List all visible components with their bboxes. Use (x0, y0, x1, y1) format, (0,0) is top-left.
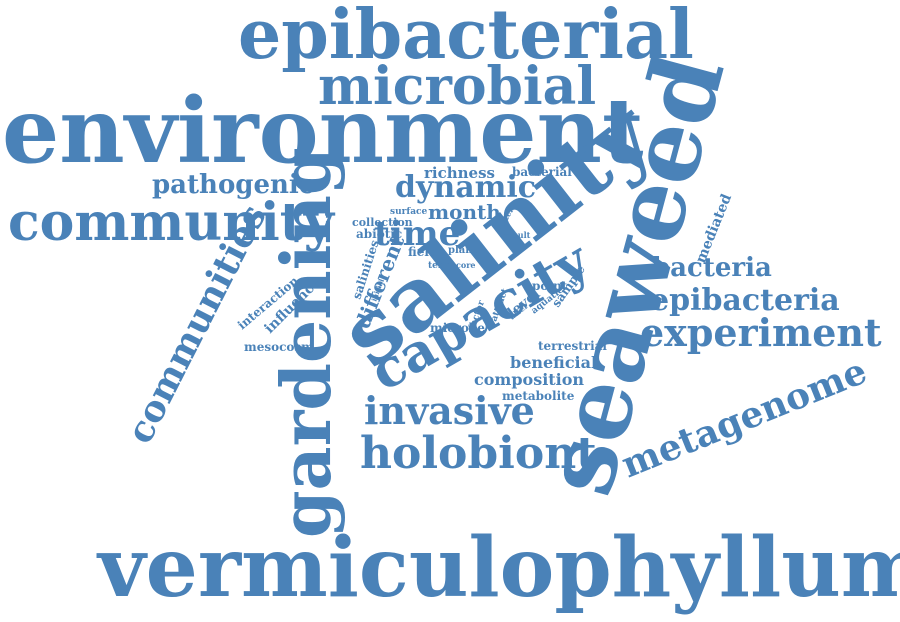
word-field: field (408, 245, 438, 259)
word-epibacteria: epibacteria (650, 283, 840, 318)
word-community: community (8, 192, 336, 253)
word-mesocosm: mesocosm (244, 340, 314, 354)
word-surface: surface (390, 207, 428, 217)
word-point: point (532, 279, 568, 293)
word-collection: collection (352, 216, 413, 229)
word-epibacterial: epibacterial (238, 0, 694, 75)
word-plant: plant (448, 245, 478, 256)
word-core: core (456, 260, 476, 270)
word-experiment: experiment (640, 310, 882, 355)
word-microbe: microbe (430, 321, 485, 335)
word-dynamic: dynamic (395, 170, 536, 205)
word-gardening: gardening (267, 147, 347, 538)
word-environment: environment (2, 78, 644, 184)
word-microbial: microbial (318, 56, 596, 117)
word-vermiculophyllum: vermiculophyllum (96, 520, 900, 616)
word-term: term (428, 261, 453, 271)
word-result: result (504, 230, 531, 240)
word-beneficial: beneficial (510, 353, 597, 372)
word-terrestrial: terrestrial (538, 339, 607, 353)
word-metabolite: metabolite (502, 389, 575, 403)
word-month: month (428, 200, 501, 224)
word-richness: richness (424, 164, 495, 182)
word-composition: composition (474, 370, 584, 389)
word-bacteria: bacteria (652, 253, 772, 283)
word-bacterial: bacterial (512, 165, 572, 179)
word-pathogenic: pathogenic (152, 170, 315, 200)
word-holobiont: holobiont (360, 428, 597, 479)
word-time: time (374, 214, 460, 254)
word-invasive: invasive (364, 388, 535, 433)
word-abiotic: abiotic (356, 227, 402, 241)
